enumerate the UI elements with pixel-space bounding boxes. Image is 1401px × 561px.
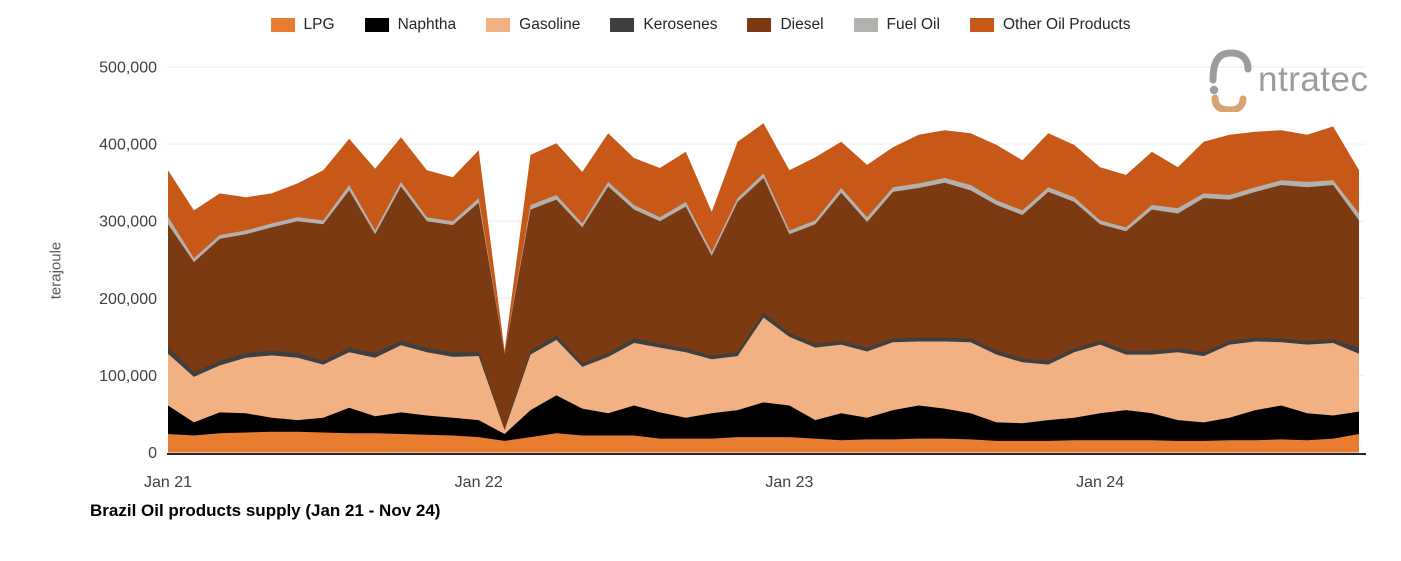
x-tick-label: Jan 21 — [144, 474, 192, 491]
legend-swatch-icon — [747, 18, 772, 32]
legend-swatch-icon — [270, 18, 295, 32]
y-tick-label: 400,000 — [99, 137, 157, 154]
legend-swatch-icon — [486, 18, 511, 32]
legend-item-kerosenes: Kerosenes — [610, 16, 717, 34]
x-tick-label: Jan 22 — [455, 474, 503, 491]
area-gasoline — [168, 317, 1359, 453]
legend-swatch-icon — [610, 18, 635, 32]
intratec-logo-text: ntratec — [1258, 60, 1369, 99]
intratec-logo-icon — [1209, 49, 1252, 112]
legend-label: Fuel Oil — [886, 16, 940, 33]
legend-swatch-icon — [853, 18, 878, 32]
area-lpg — [168, 431, 1359, 453]
chart-title: Brazil Oil products supply (Jan 21 - Nov… — [90, 501, 441, 520]
intratec-logo: ntratec — [1202, 46, 1369, 112]
legend-item-diesel: Diesel — [747, 16, 824, 34]
y-tick-label: 500,000 — [99, 60, 157, 77]
legend-label: LPG — [303, 16, 335, 33]
x-tick-label: Jan 24 — [1076, 474, 1124, 491]
y-tick-label: 200,000 — [99, 291, 157, 308]
legend-label: Kerosenes — [643, 16, 718, 33]
x-tick-label: Jan 23 — [765, 474, 813, 491]
legend-item-fuel-oil: Fuel Oil — [853, 16, 940, 34]
legend-swatch-icon — [969, 18, 994, 32]
legend-item-gasoline: Gasoline — [486, 16, 580, 34]
y-tick-label: 100,000 — [99, 368, 157, 385]
legend-item-naphtha: Naphtha — [364, 16, 457, 34]
y-tick-label: 300,000 — [99, 214, 157, 231]
y-axis-title: terajoule — [47, 241, 65, 300]
legend-label: Diesel — [780, 16, 824, 33]
legend-label: Gasoline — [519, 16, 581, 33]
legend-item-lpg: LPG — [270, 16, 335, 34]
y-tick-label: 0 — [148, 445, 157, 462]
chart-legend: LPG Naphtha Gasoline Kerosenes Diesel Fuel Oi… — [270, 16, 1131, 34]
legend-label: Other Oil Products — [1002, 16, 1131, 33]
legend-label: Naphtha — [397, 16, 457, 33]
legend-swatch-icon — [364, 18, 389, 32]
legend-item-other-oil-products: Other Oil Products — [969, 16, 1131, 34]
